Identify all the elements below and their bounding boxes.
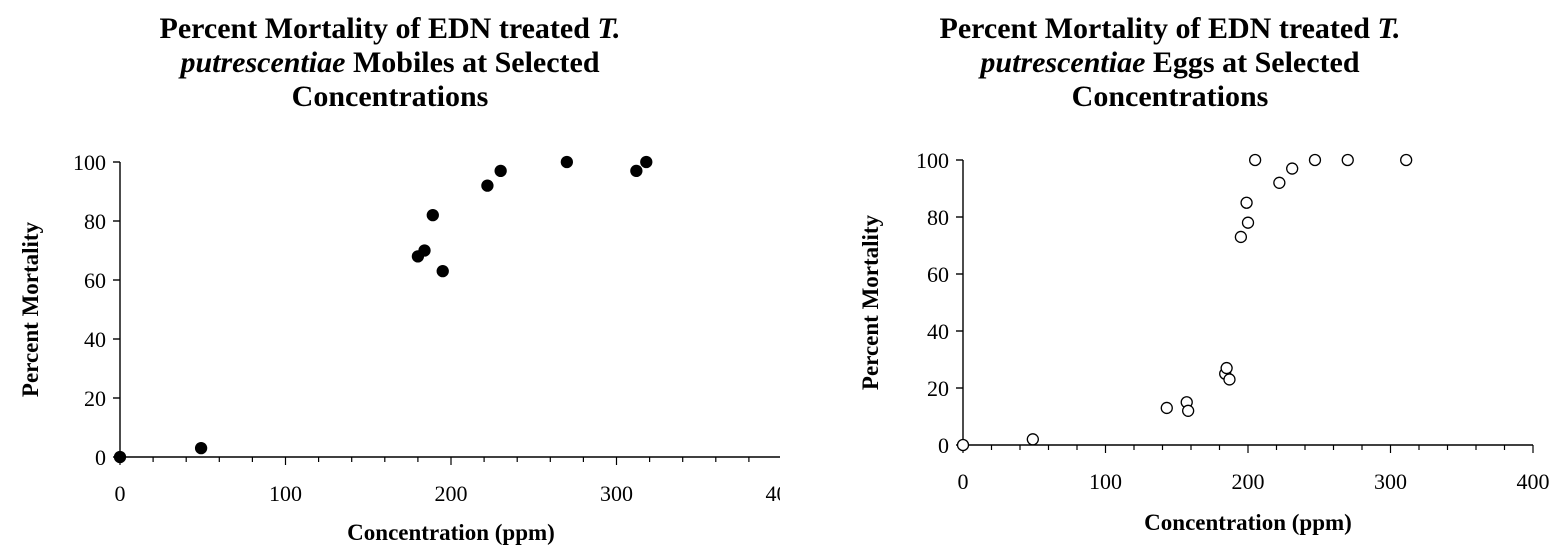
data-point (560, 155, 573, 169)
data-point (494, 164, 507, 178)
scatter-plot-eggs: 0 20 40 60 80 100 0 100 200 300 400 Concentration (… (858, 148, 1550, 535)
y-tick-label: 40 (84, 327, 106, 352)
x-tick-label: 400 (1517, 469, 1550, 494)
x-axis-title: Concentration (ppm) (1144, 510, 1352, 535)
data-point (426, 208, 439, 222)
chart-title-line2: putrescentiae Eggs at Selected (980, 46, 1360, 79)
x-tick-label: 400 (766, 481, 781, 506)
x-tick-label: 200 (1232, 469, 1265, 494)
x-tick-label: 300 (1374, 469, 1407, 494)
y-tick-label: 20 (927, 376, 949, 401)
data-point (1273, 176, 1286, 189)
data-point (436, 264, 449, 278)
y-tick-label: 0 (938, 433, 949, 458)
y-tick-label: 100 (73, 150, 106, 175)
data-point (113, 450, 127, 464)
data-point (1308, 153, 1322, 167)
chart-title-line3: Concentrations (291, 80, 489, 113)
data-point (481, 179, 494, 192)
x-tick-label: 0 (958, 469, 969, 494)
data-point (1234, 230, 1248, 244)
data-point (1286, 162, 1299, 175)
chart-title-line3: Concentrations (1071, 80, 1269, 113)
data-point (194, 441, 208, 455)
data-point (418, 244, 431, 257)
data-point (1341, 153, 1354, 167)
data-point (1241, 216, 1255, 229)
y-tick-label: 80 (927, 205, 949, 230)
x-tick-label: 200 (435, 481, 468, 506)
data-point (1160, 401, 1173, 415)
y-tick-label: 0 (95, 445, 106, 470)
y-axis-title: Percent Mortality (858, 214, 883, 390)
y-tick-label: 40 (927, 319, 949, 344)
x-tick-label: 100 (269, 481, 302, 506)
data-point (1240, 196, 1253, 209)
data-point (1181, 404, 1195, 417)
data-point (1026, 433, 1039, 446)
y-axis-title: Percent Mortality (18, 221, 43, 397)
x-tick-label: 100 (1089, 469, 1122, 494)
y-tick-label: 100 (916, 148, 949, 173)
data-point (1223, 373, 1236, 386)
y-tick-label: 20 (84, 386, 106, 411)
chart-panel-mobiles: Percent Mortality of EDN treated T. putr… (0, 12, 781, 545)
chart-panel-eggs: Percent Mortality of EDN treated T. putr… (780, 0, 1560, 550)
data-point (956, 438, 970, 452)
chart-title-line1: Percent Mortality of EDN treated T. (939, 12, 1401, 45)
x-axis-title: Concentration (ppm) (347, 520, 555, 545)
chart-title: Percent Mortality of EDN treated T. putr… (780, 12, 1560, 114)
data-point (1220, 361, 1233, 375)
chart-title: Percent Mortality of EDN treated T. putr… (0, 12, 780, 114)
x-tick-label: 300 (600, 481, 633, 506)
data-point (640, 155, 653, 169)
data-point (1400, 153, 1413, 167)
y-tick-label: 60 (84, 268, 106, 293)
scatter-plot-mobiles: 0 20 40 60 80 100 0 100 200 300 400 Concentration (… (18, 150, 781, 545)
chart-title-line1: Percent Mortality of EDN treated T. (159, 12, 621, 45)
chart-title-line2: putrescentiae Mobiles at Selected (180, 46, 600, 79)
y-tick-label: 80 (84, 209, 106, 234)
x-tick-label: 0 (115, 481, 126, 506)
data-point (1248, 153, 1262, 167)
data-point (630, 164, 643, 178)
y-tick-label: 60 (927, 262, 949, 287)
